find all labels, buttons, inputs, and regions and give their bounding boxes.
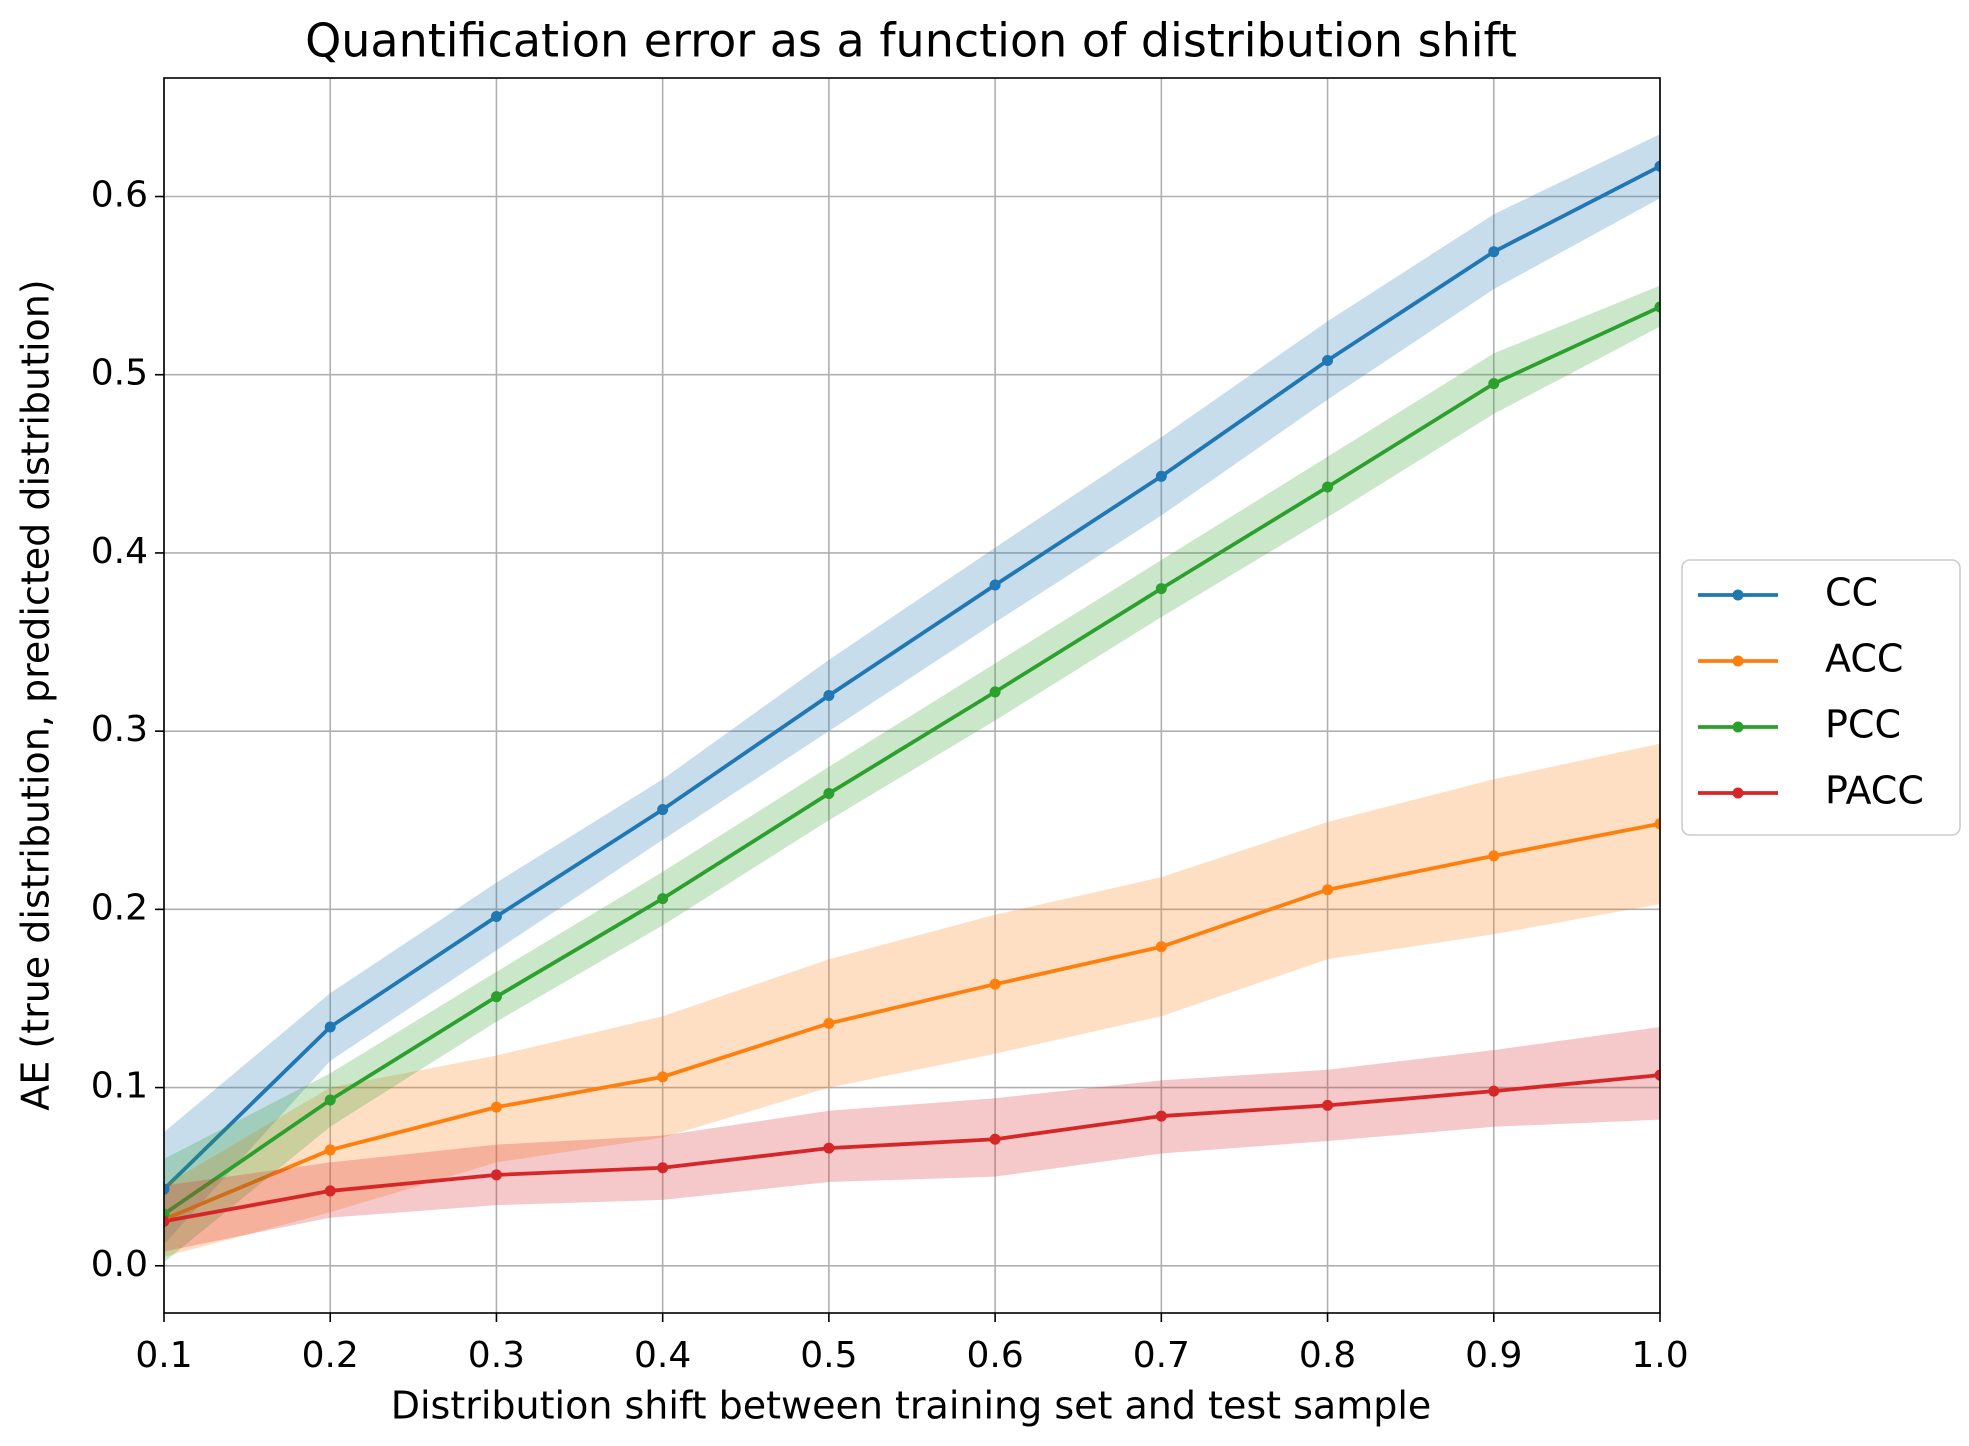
point [1155,470,1167,482]
point [1155,1110,1167,1122]
y-tick-label: 0.0 [91,1244,148,1285]
point [1654,301,1660,313]
point [823,1017,835,1029]
point [1488,850,1500,862]
y-tick-label: 0.1 [91,1066,148,1107]
y-tick-label: 0.6 [91,175,148,216]
point [1654,1069,1660,1081]
band [164,1026,1660,1252]
point [324,1144,336,1156]
point [1488,246,1500,258]
point [1155,583,1167,595]
point [490,991,502,1003]
band [164,743,1660,1257]
legend-box [1681,559,1961,836]
x-tick-label: 0.2 [302,1335,359,1376]
series-line [164,1073,1660,1224]
legend-label: PACC [1825,769,1924,813]
x-axis-label: Distribution shift between training set … [391,1384,1432,1428]
legend-marker [1732,655,1744,667]
chart-title: Quantification error as a function of di… [305,14,1517,68]
point [324,1021,336,1033]
y-tick-label: 0.4 [91,531,148,572]
point [1654,160,1660,172]
point [1654,818,1660,830]
series-line [164,821,1660,1222]
point [490,910,502,922]
point [989,686,1001,698]
point [324,1094,336,1106]
plot-area [164,134,1660,1263]
band [164,285,1660,1263]
x-tick-label: 0.7 [1133,1335,1190,1376]
point [164,1215,170,1227]
point [989,579,1001,591]
series-line [164,164,1660,1191]
legend-marker [1732,787,1744,799]
point [823,788,835,800]
x-tick-label: 0.8 [1299,1335,1356,1376]
legend-label: CC [1825,571,1878,615]
point [989,978,1001,990]
point [324,1185,336,1197]
point [1322,1099,1334,1111]
point [1488,1085,1500,1097]
point [490,1101,502,1113]
point [1322,354,1334,366]
point [823,690,835,701]
point [1322,884,1334,896]
point [657,1162,669,1174]
point [657,804,669,816]
point [490,1169,502,1181]
y-tick-label: 0.5 [91,353,148,394]
x-tick-label: 0.9 [1465,1335,1522,1376]
series-line [164,305,1660,1216]
point [164,1183,170,1195]
legend-marker [1732,589,1744,601]
x-tick-label: 0.1 [135,1335,192,1376]
x-tick-label: 1.0 [1631,1335,1688,1376]
legend-marker [1732,721,1744,733]
point [1488,378,1500,390]
plot-frame [163,77,1661,1314]
legend-label: PCC [1825,703,1901,747]
point [657,1071,669,1083]
point [1322,481,1334,493]
point [823,1142,835,1154]
y-tick-label: 0.3 [91,709,148,750]
x-tick-label: 0.4 [634,1335,691,1376]
y-tick-label: 0.2 [91,887,148,928]
point [989,1133,1001,1145]
x-tick-label: 0.5 [800,1335,857,1376]
x-tick-label: 0.6 [966,1335,1023,1376]
point [657,893,669,905]
point [1155,941,1167,953]
legend-label: ACC [1825,637,1903,681]
y-axis-label: AE (true distribution, predicted distrib… [14,279,58,1110]
band [164,134,1660,1245]
x-tick-label: 0.3 [468,1335,525,1376]
